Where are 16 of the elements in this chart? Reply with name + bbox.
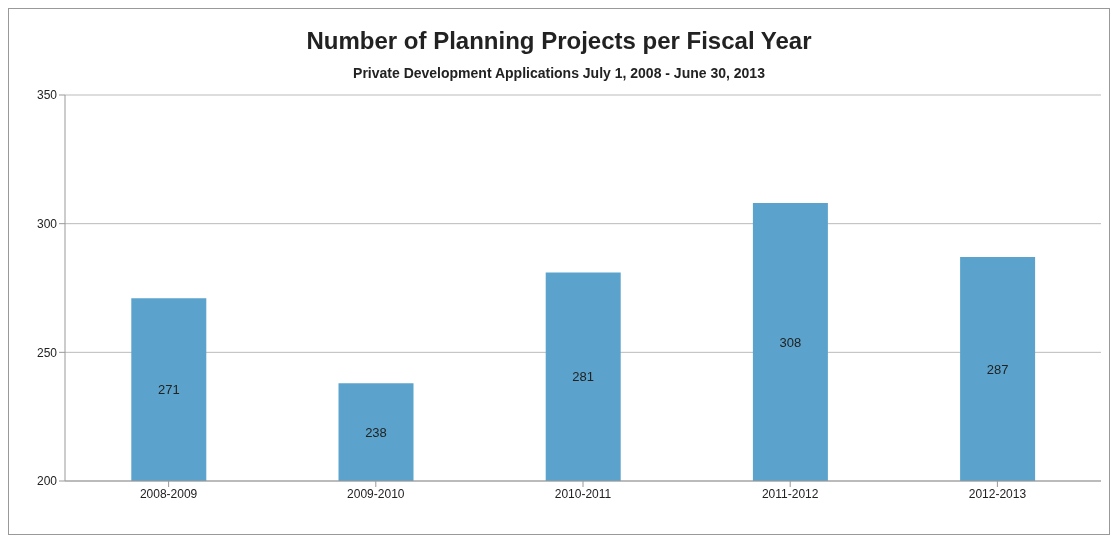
data-label: 271 [157, 382, 180, 398]
x-tick-label: 2009-2010 [347, 486, 405, 501]
chart-subtitle: Private Development Applications July 1, 2008 - June 30, 2013 [352, 65, 766, 81]
y-tick-label: 250 [36, 345, 58, 360]
chart-title: Number of Planning Projects per Fiscal Year [305, 27, 813, 55]
x-tick-label: 2012-2013 [968, 486, 1027, 501]
y-tick-label: 200 [36, 474, 58, 489]
x-tick-label: 2008-2009 [139, 486, 198, 501]
x-tick-label: 2011-2012 [761, 486, 819, 501]
data-label: 308 [779, 334, 802, 350]
y-tick-label: 300 [36, 216, 58, 231]
x-tick-label: 2010-2011 [554, 486, 612, 501]
data-label: 287 [986, 361, 1009, 377]
y-tick-label: 350 [36, 88, 58, 103]
data-label: 281 [572, 369, 595, 385]
data-label: 238 [365, 424, 387, 440]
